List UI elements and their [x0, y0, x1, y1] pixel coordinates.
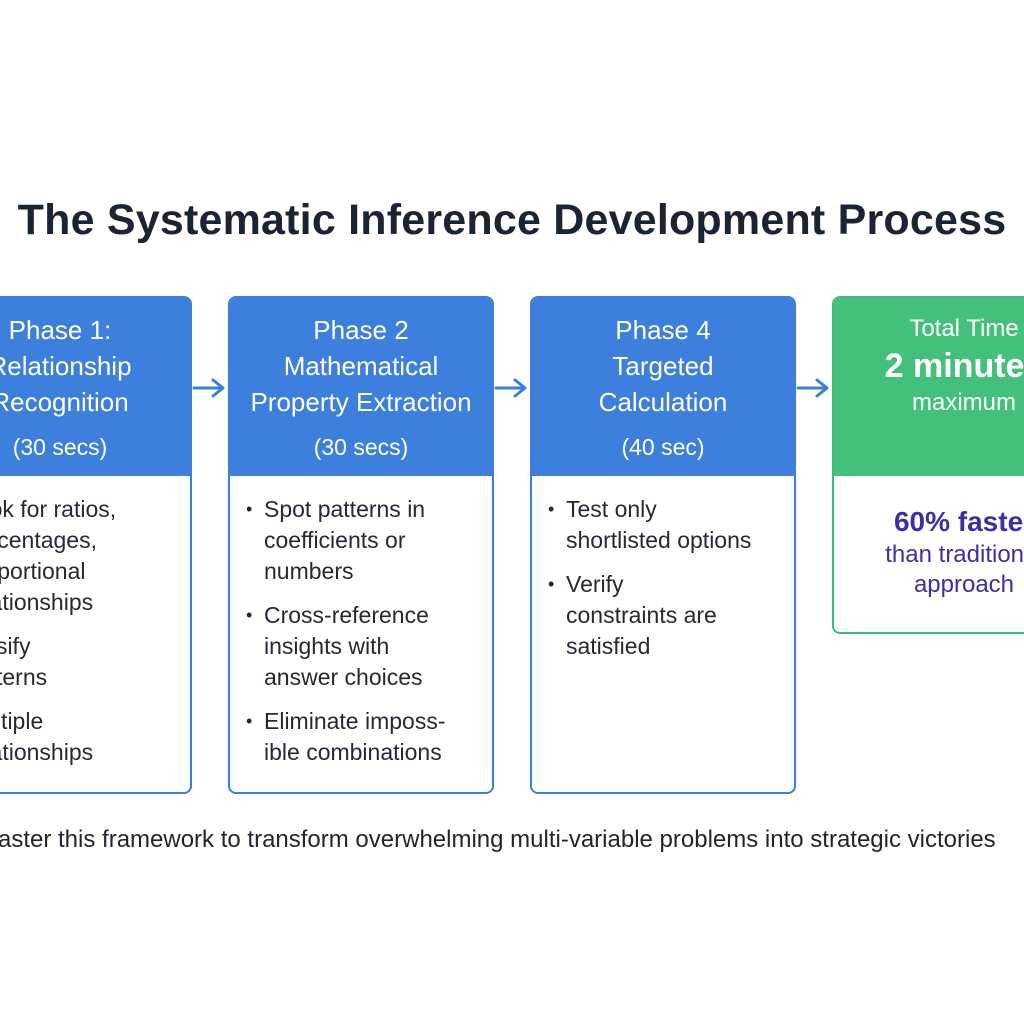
phase-2-duration: (30 secs) [313, 434, 409, 460]
phase-1-bullet: Falsify patterns [0, 631, 176, 693]
phase-1-bullet: Multiple relationships [0, 706, 176, 768]
arrow-right-icon [796, 378, 829, 398]
phase-4-card: Phase 4 Targeted Calculation (40 sec) Te… [530, 296, 796, 794]
phase-1-title: Phase 1: [8, 315, 112, 345]
phase-1-title-line-3: Recognition [0, 387, 129, 417]
phase-2-body: Spot patterns in coefficients or numbers… [230, 476, 492, 768]
phase-1-bullet: Look for ratios, percentages, proportion… [0, 494, 176, 618]
phase-2-bullet: Spot patterns in coefficients or numbers [246, 494, 478, 587]
phase-1-duration: (30 secs) [12, 434, 108, 460]
phase-4-title: Phase 4 [615, 315, 711, 345]
total-time-header: Total Time 2 minutes maximum [834, 298, 1024, 476]
phase-2-title-line-2: Mathematical [283, 351, 439, 381]
phase-4-duration: (40 sec) [621, 434, 705, 460]
phase-1-card: Phase 1: Relationship Recognition (30 se… [0, 296, 192, 794]
total-time-qualifier: maximum [911, 389, 1016, 416]
phase-4-bullet: Test only shortlisted options [548, 494, 780, 556]
phase-4-title-line-3: Calculation [598, 387, 728, 417]
phase-2-card: Phase 2 Mathematical Property Extraction… [228, 296, 494, 794]
page-title: The Systematic Inference Development Pro… [17, 196, 1007, 244]
speed-improvement-note-line-2: approach [913, 571, 1015, 598]
phase-4-bullet: Verify constraints are satisfied [548, 569, 780, 662]
total-time-value: 2 minutes [884, 347, 1024, 385]
total-time-card: Total Time 2 minutes maximum 60% faster … [832, 296, 1024, 634]
phase-2-bullet: Cross-reference insights with answer cho… [246, 600, 478, 693]
speed-improvement-note: than traditional [885, 541, 1024, 568]
phase-2-header: Phase 2 Mathematical Property Extraction… [230, 298, 492, 476]
phase-2-title: Phase 2 [313, 315, 409, 345]
speed-improvement-stat: 60% faster [893, 506, 1024, 537]
total-time-label: Total Time [909, 315, 1019, 342]
total-time-body: 60% faster than traditional approach [834, 476, 1024, 600]
phase-2-bullet: Eliminate imposs- ible combinations [246, 706, 478, 768]
phase-4-body: Test only shortlisted options Verify con… [532, 476, 794, 662]
arrow-right-icon [192, 378, 225, 398]
phase-4-bullet-list: Test only shortlisted options Verify con… [548, 494, 780, 662]
phase-1-header: Phase 1: Relationship Recognition (30 se… [0, 298, 190, 476]
phase-1-body: Look for ratios, percentages, proportion… [0, 476, 190, 768]
phase-4-title-line-2: Targeted [612, 351, 714, 381]
phase-2-bullet-list: Spot patterns in coefficients or numbers… [246, 494, 478, 768]
phase-1-title-line-2: Relationship [0, 351, 132, 381]
phase-1-bullet-list: Look for ratios, percentages, proportion… [0, 494, 176, 768]
phase-2-title-line-3: Property Extraction [250, 387, 472, 417]
arrow-right-icon [494, 378, 527, 398]
footer-caption: Master this framework to transform overw… [0, 826, 996, 853]
phase-4-header: Phase 4 Targeted Calculation (40 sec) [532, 298, 794, 476]
